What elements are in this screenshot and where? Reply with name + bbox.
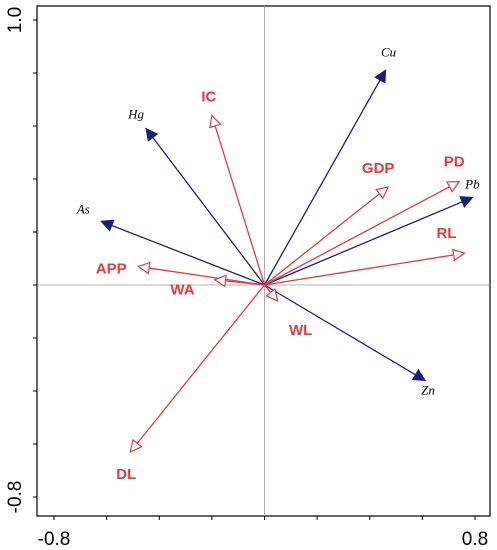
environment-label-pd: PD (444, 154, 465, 171)
environment-label-dl: DL (116, 466, 136, 483)
environment-arrow-gdp (264, 193, 380, 286)
environment-label-wa: WA (170, 282, 194, 299)
species-arrowhead-zn (411, 368, 427, 382)
environment-arrow-ic (214, 125, 266, 286)
x-tick-label-min: -0.8 (38, 529, 71, 550)
species-label-hg: Hg (127, 107, 144, 122)
species-arrow-as (111, 224, 265, 286)
y-tick-label-max: 1.0 (5, 7, 26, 33)
biplot-vectors: Cu Hg As Pb Zn IC GDP PD RL APP WA WL DL (76, 44, 480, 483)
environment-arrowhead-gdp (375, 186, 390, 200)
species-arrowhead-cu (374, 69, 387, 84)
environment-arrow-wl (263, 284, 272, 293)
environment-arrowhead-dl (129, 438, 143, 453)
species-label-zn: Zn (421, 382, 435, 397)
environment-arrowhead-pd (445, 181, 461, 193)
species-arrow-zn (264, 284, 416, 376)
environment-label-ic: IC (201, 88, 216, 105)
axis-ticks (33, 19, 476, 520)
environment-label-app: APP (96, 260, 127, 277)
species-arrow-hg (152, 137, 266, 286)
species-label-as: As (76, 201, 90, 216)
environment-arrow-dl (136, 284, 266, 444)
environment-label-wl: WL (289, 322, 312, 339)
x-tick-label-max: 0.8 (462, 529, 488, 550)
environment-arrow-pd (264, 186, 450, 286)
environment-arrowhead-wl (265, 287, 279, 302)
species-arrowhead-as (100, 219, 115, 232)
species-arrow-pb (264, 201, 463, 286)
plot-frame (36, 5, 491, 517)
environment-label-rl: RL (436, 225, 456, 242)
environment-arrow-app (148, 267, 265, 286)
species-arrowhead-pb (459, 196, 474, 209)
environment-arrowhead-app (136, 261, 151, 275)
environment-label-gdp: GDP (362, 160, 395, 177)
species-arrowhead-hg (145, 127, 159, 142)
species-label-cu: Cu (381, 44, 397, 59)
species-arrow-cu (263, 79, 381, 286)
environment-arrowhead-ic (209, 114, 222, 129)
environment-arrowhead-rl (452, 248, 466, 262)
environment-arrow-rl (264, 254, 454, 286)
species-label-pb: Pb (464, 177, 480, 192)
environment-arrowhead-wa (213, 274, 227, 288)
environment-arrow-wa (225, 280, 265, 286)
y-tick-label-min: -0.8 (5, 481, 26, 514)
